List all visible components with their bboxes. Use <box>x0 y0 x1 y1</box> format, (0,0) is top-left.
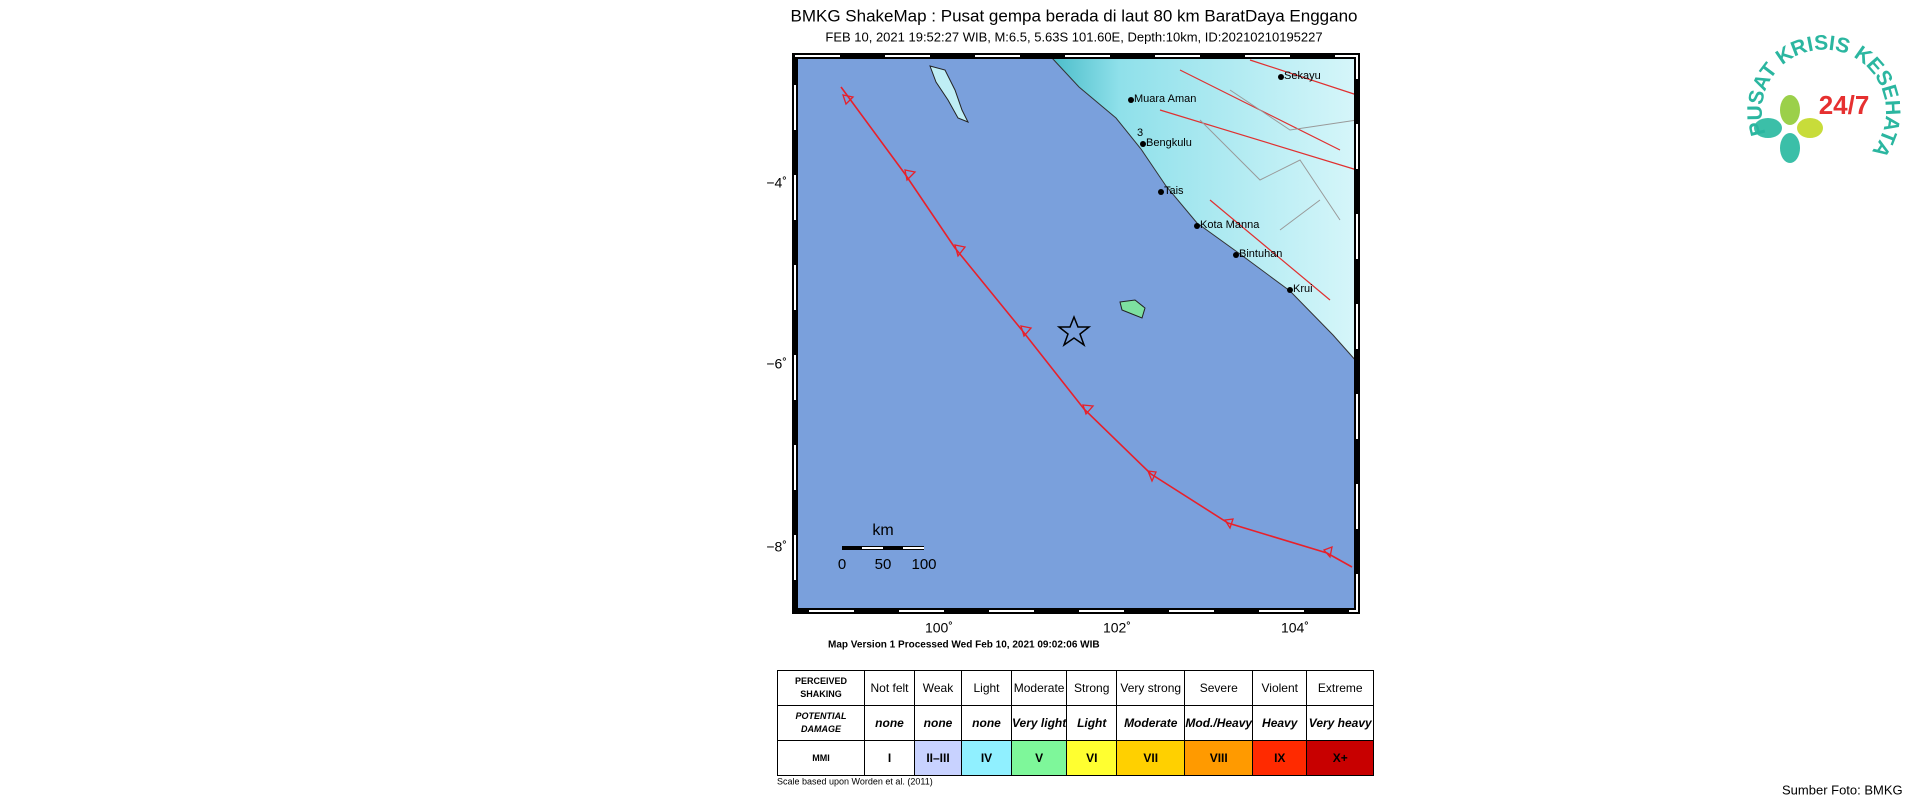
version-note: Map Version 1 Processed Wed Feb 10, 2021… <box>828 640 1100 651</box>
table-note: Scale based upon Worden et al. (2011) <box>777 776 933 786</box>
lon-label: 100˚ <box>925 620 953 636</box>
legend-cell: Very strong <box>1116 670 1186 706</box>
legend-row: POTENTIAL DAMAGE none none none Very light Li… <box>777 705 1375 741</box>
scale-tick: 0 <box>838 556 846 573</box>
legend-row: MMI I II–III IV V VI VII VIII IX X+ <box>777 740 1375 776</box>
city-label: Muara Aman <box>1134 93 1196 105</box>
legend-row-header: POTENTIAL DAMAGE <box>777 705 865 741</box>
photo-source: Sumber Foto: BMKG <box>1782 782 1903 797</box>
legend-cell: Very heavy <box>1306 705 1375 741</box>
legend-cell: II–III <box>914 740 962 776</box>
boundaries <box>1199 89 1358 231</box>
legend-cell: Weak <box>914 670 962 706</box>
legend-cell: Moderate <box>1116 705 1186 741</box>
legend-cell: V <box>1010 740 1068 776</box>
city-dot <box>1278 74 1284 80</box>
legend-cell: Extreme <box>1306 670 1375 706</box>
city-label: Bintuhan <box>1239 248 1282 260</box>
legend-cell: Moderate <box>1010 670 1068 706</box>
city-dot <box>1233 252 1239 258</box>
city-label: Kota Manna <box>1200 219 1260 231</box>
legend-cell: I <box>864 740 915 776</box>
epicenter-star <box>1056 314 1092 347</box>
scale-tick: 100 <box>911 556 936 573</box>
legend-cell: Mod./Heavy <box>1184 705 1254 741</box>
city-label: Bengkulu <box>1146 137 1192 149</box>
city-label: Krui <box>1293 283 1313 295</box>
map-frame-ticks <box>794 55 1358 612</box>
map-subtitle: FEB 10, 2021 19:52:27 WIB, M:6.5, 5.63S … <box>825 29 1322 44</box>
lat-label: −8˚ <box>766 539 787 555</box>
legend-row-header: MMI <box>777 740 865 776</box>
legend-cell: none <box>914 705 962 741</box>
map-title: BMKG ShakeMap : Pusat gempa berada di la… <box>791 6 1358 25</box>
legend-cell: VI <box>1066 740 1118 776</box>
legend-cell: Light <box>1066 705 1118 741</box>
pagai-island <box>929 65 970 123</box>
legend-cell: Strong <box>1066 670 1118 706</box>
legend-cell: VII <box>1116 740 1186 776</box>
legend-cell: X+ <box>1306 740 1375 776</box>
legend-cell: Severe <box>1184 670 1254 706</box>
scale-unit: km <box>872 522 893 539</box>
map-area: km 3 <box>792 53 1360 614</box>
logo-hours: 24/7 <box>1819 90 1870 120</box>
city-dot <box>1128 97 1134 103</box>
enggano-island <box>1119 299 1146 319</box>
lat-label: −6˚ <box>766 356 787 372</box>
lon-label: 102˚ <box>1103 620 1131 636</box>
legend-cell: Very light <box>1010 705 1068 741</box>
trench-teeth <box>842 94 1333 559</box>
legend-cell: none <box>961 705 1012 741</box>
legend-row: PERCEIVED SHAKING Not felt Weak Light Modera… <box>777 670 1375 706</box>
contour-label: 3 <box>1137 127 1143 139</box>
city-label: Tais <box>1164 185 1184 197</box>
legend-cell: IV <box>961 740 1012 776</box>
legend-cell: VIII <box>1184 740 1254 776</box>
legend-row-header: PERCEIVED SHAKING <box>777 670 865 706</box>
lon-label: 104˚ <box>1281 620 1309 636</box>
scale-tick: 50 <box>875 556 892 573</box>
legend-cell: IX <box>1252 740 1308 776</box>
legend-cell: Heavy <box>1252 705 1308 741</box>
city-dot <box>1140 141 1146 147</box>
city-dot <box>1194 223 1200 229</box>
legend-cell: Not felt <box>864 670 915 706</box>
city-label: Sekayu <box>1284 70 1321 82</box>
legend-cell: Light <box>961 670 1012 706</box>
legend-cell: none <box>864 705 915 741</box>
intensity-legend: PERCEIVED SHAKING Not felt Weak Light Modera… <box>777 670 1375 776</box>
city-dot <box>1158 189 1164 195</box>
legend-cell: Violent <box>1252 670 1308 706</box>
city-dot <box>1287 287 1293 293</box>
lat-label: −4˚ <box>766 175 787 191</box>
